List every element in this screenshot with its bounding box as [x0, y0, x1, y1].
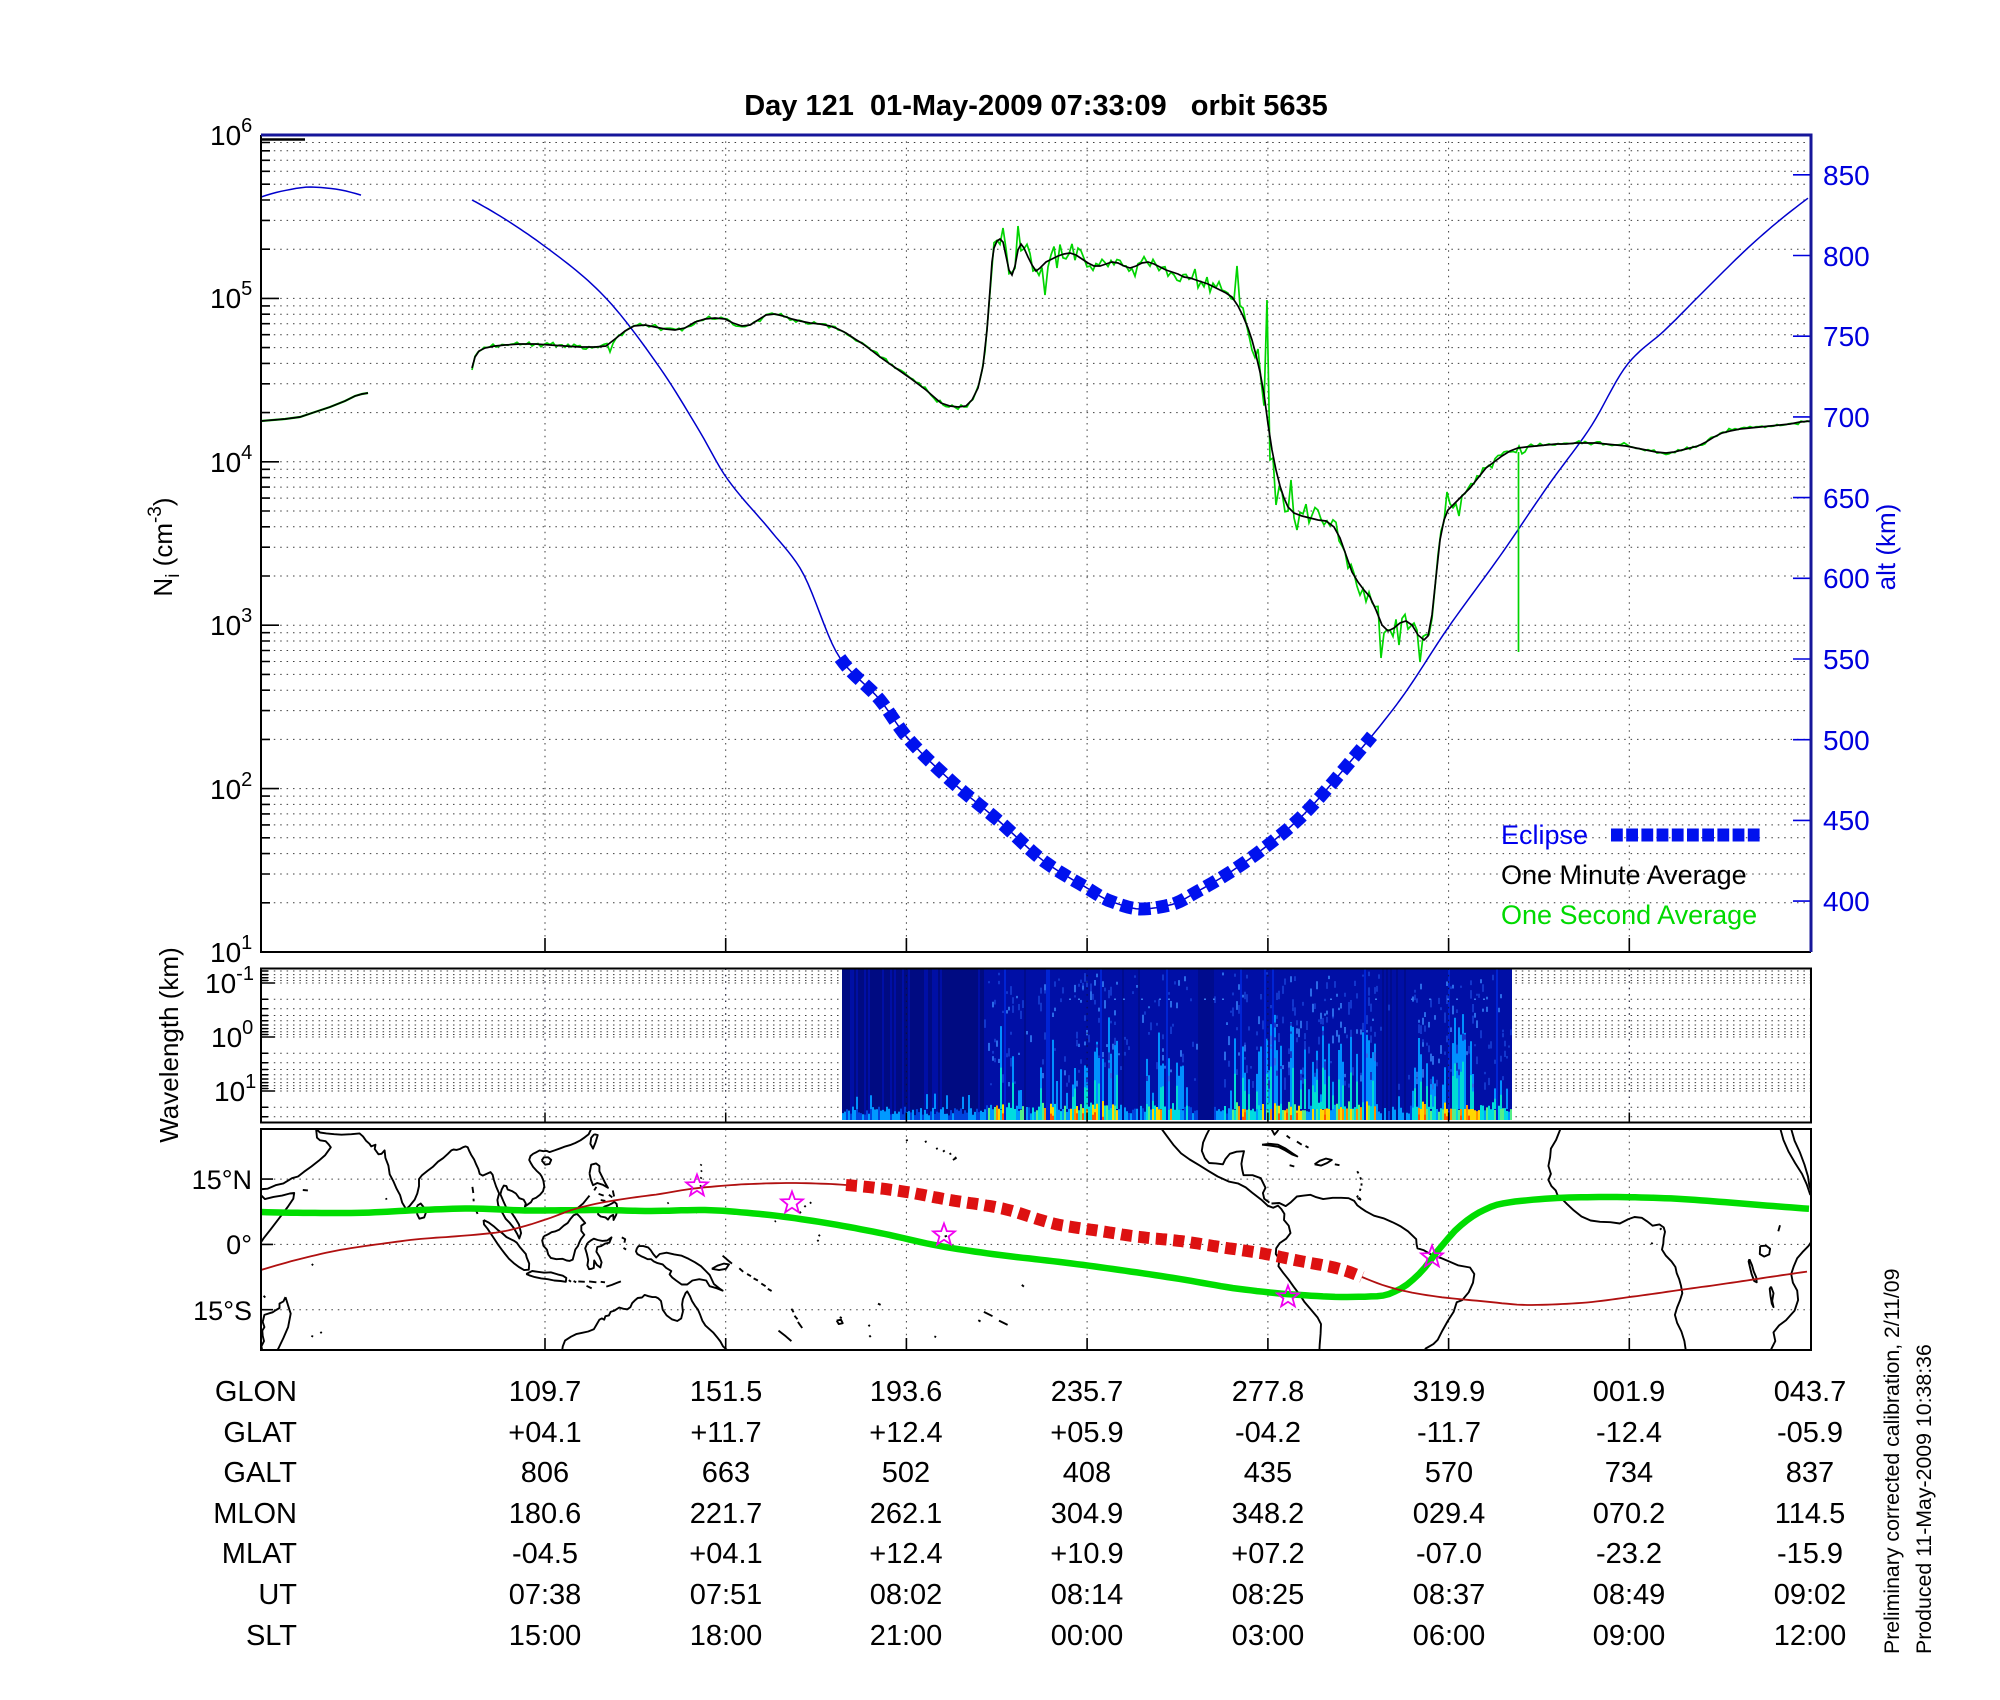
svg-text:663: 663: [702, 1457, 750, 1489]
svg-text:0°: 0°: [226, 1230, 252, 1260]
svg-text:348.2: 348.2: [1232, 1498, 1305, 1530]
svg-text:-12.4: -12.4: [1596, 1417, 1662, 1449]
svg-text:+07.2: +07.2: [1231, 1538, 1304, 1570]
svg-text:101: 101: [210, 932, 252, 968]
svg-text:08:49: 08:49: [1593, 1579, 1666, 1611]
svg-text:08:37: 08:37: [1413, 1579, 1486, 1611]
svg-text:+05.9: +05.9: [1050, 1417, 1123, 1449]
svg-text:08:02: 08:02: [870, 1579, 943, 1611]
svg-text:Day 121 01-May-2009 07:33:09: Day 121 01-May-2009 07:33:09 orbit 5635: [744, 90, 1328, 122]
svg-text:GALT: GALT: [223, 1457, 297, 1489]
svg-text:Ni (cm-3): Ni (cm-3): [145, 497, 184, 596]
svg-text:193.6: 193.6: [870, 1376, 943, 1408]
svg-text:15°N: 15°N: [192, 1165, 252, 1195]
svg-text:700: 700: [1823, 402, 1870, 433]
svg-text:GLON: GLON: [215, 1376, 297, 1408]
svg-text:SLT: SLT: [246, 1620, 297, 1652]
svg-text:109.7: 109.7: [509, 1376, 582, 1408]
svg-text:+04.1: +04.1: [689, 1538, 762, 1570]
svg-text:+12.4: +12.4: [869, 1538, 942, 1570]
svg-text:151.5: 151.5: [690, 1376, 763, 1408]
svg-text:235.7: 235.7: [1051, 1376, 1124, 1408]
svg-text:043.7: 043.7: [1774, 1376, 1847, 1408]
svg-text:850: 850: [1823, 160, 1870, 191]
svg-text:070.2: 070.2: [1593, 1498, 1666, 1530]
svg-text:+10.9: +10.9: [1050, 1538, 1123, 1570]
svg-text:800: 800: [1823, 241, 1870, 272]
svg-text:277.8: 277.8: [1232, 1376, 1305, 1408]
svg-text:262.1: 262.1: [870, 1498, 943, 1530]
svg-text:+04.1: +04.1: [508, 1417, 581, 1449]
svg-text:221.7: 221.7: [690, 1498, 763, 1530]
svg-text:Preliminary corrected calibrat: Preliminary corrected calibration, 2/11/…: [1880, 1269, 1904, 1655]
svg-text:570: 570: [1425, 1457, 1473, 1489]
svg-text:08:14: 08:14: [1051, 1579, 1124, 1611]
svg-text:09:02: 09:02: [1774, 1579, 1847, 1611]
svg-text:-05.9: -05.9: [1777, 1417, 1843, 1449]
svg-text:00:00: 00:00: [1051, 1620, 1124, 1652]
svg-text:18:00: 18:00: [690, 1620, 763, 1652]
svg-text:180.6: 180.6: [509, 1498, 582, 1530]
svg-text:15:00: 15:00: [509, 1620, 582, 1652]
svg-text:08:25: 08:25: [1232, 1579, 1305, 1611]
svg-text:304.9: 304.9: [1051, 1498, 1124, 1530]
svg-text:450: 450: [1823, 805, 1870, 836]
svg-text:12:00: 12:00: [1774, 1620, 1847, 1652]
svg-text:114.5: 114.5: [1775, 1498, 1845, 1530]
svg-text:+12.4: +12.4: [869, 1417, 942, 1449]
svg-text:GLAT: GLAT: [223, 1417, 297, 1449]
svg-text:15°S: 15°S: [193, 1296, 252, 1326]
svg-text:07:51: 07:51: [690, 1579, 763, 1611]
svg-text:408: 408: [1063, 1457, 1111, 1489]
svg-text:07:38: 07:38: [509, 1579, 582, 1611]
svg-text:Produced 11-May-2009 10:38:36: Produced 11-May-2009 10:38:36: [1912, 1344, 1936, 1654]
svg-text:319.9: 319.9: [1413, 1376, 1486, 1408]
svg-text:MLON: MLON: [213, 1498, 297, 1530]
svg-text:600: 600: [1823, 563, 1870, 594]
svg-text:21:00: 21:00: [870, 1620, 943, 1652]
svg-text:06:00: 06:00: [1413, 1620, 1486, 1652]
svg-text:734: 734: [1605, 1457, 1653, 1489]
svg-text:One Second Average: One Second Average: [1501, 900, 1757, 930]
svg-text:750: 750: [1823, 321, 1870, 352]
svg-text:500: 500: [1823, 725, 1870, 756]
svg-text:alt (km): alt (km): [1871, 504, 1901, 591]
svg-text:-15.9: -15.9: [1777, 1538, 1843, 1570]
svg-text:One Minute Average: One Minute Average: [1501, 860, 1747, 890]
svg-text:Eclipse: Eclipse: [1501, 820, 1588, 850]
svg-text:029.4: 029.4: [1413, 1498, 1486, 1530]
svg-text:550: 550: [1823, 644, 1870, 675]
svg-text:650: 650: [1823, 483, 1870, 514]
svg-text:-07.0: -07.0: [1416, 1538, 1482, 1570]
svg-text:MLAT: MLAT: [222, 1538, 297, 1570]
svg-text:837: 837: [1786, 1457, 1834, 1489]
svg-text:435: 435: [1244, 1457, 1292, 1489]
svg-text:03:00: 03:00: [1232, 1620, 1305, 1652]
svg-text:806: 806: [521, 1457, 569, 1489]
svg-text:Wavelength (km): Wavelength (km): [154, 947, 184, 1143]
svg-text:400: 400: [1823, 886, 1870, 917]
svg-text:UT: UT: [258, 1579, 297, 1611]
svg-text:-11.7: -11.7: [1417, 1417, 1481, 1449]
svg-text:001.9: 001.9: [1593, 1376, 1666, 1408]
svg-text:-04.5: -04.5: [512, 1538, 578, 1570]
svg-text:502: 502: [882, 1457, 930, 1489]
svg-text:-04.2: -04.2: [1235, 1417, 1301, 1449]
svg-text:09:00: 09:00: [1593, 1620, 1666, 1652]
svg-text:-23.2: -23.2: [1596, 1538, 1662, 1570]
svg-text:+11.7: +11.7: [690, 1417, 761, 1449]
